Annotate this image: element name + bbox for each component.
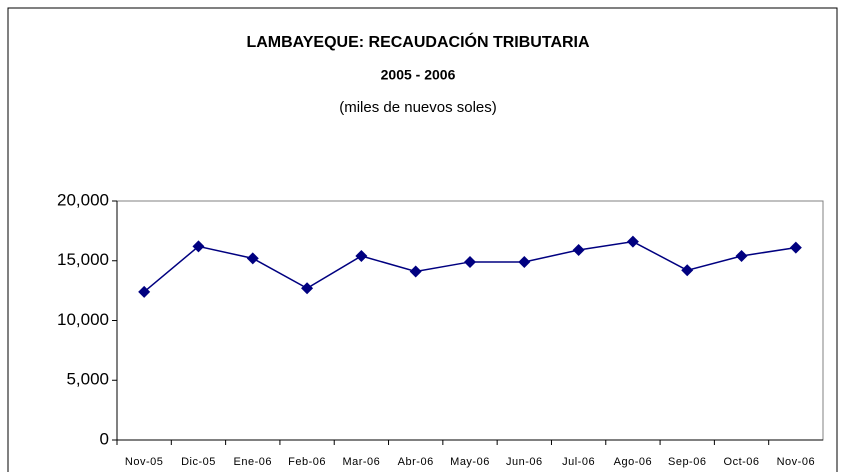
chart-subtitle: 2005 - 2006	[381, 67, 456, 83]
point	[246, 252, 259, 265]
x-tick-label: Abr-06	[398, 456, 434, 468]
y-tick-label: 0	[100, 429, 109, 448]
x-tick-label: May-06	[450, 456, 490, 468]
x-tick-label: Nov-06	[777, 456, 815, 468]
point	[735, 249, 748, 262]
x-tick-label: Ene-06	[234, 456, 272, 468]
point	[409, 265, 422, 278]
point	[301, 282, 314, 295]
y-tick-label: 20,000	[57, 190, 109, 209]
point	[681, 264, 694, 277]
x-tick-label: Oct-06	[724, 456, 760, 468]
x-tick-label: Sep-06	[668, 456, 706, 468]
point	[192, 240, 205, 253]
y-tick-label: 10,000	[57, 310, 109, 329]
x-tick-label: Ago-06	[614, 456, 652, 468]
x-tick-label: Jun-06	[506, 456, 543, 468]
chart-border	[7, 7, 838, 472]
x-tick-label: Feb-06	[288, 456, 326, 468]
point	[355, 249, 368, 262]
x-tick-label: Nov-05	[125, 456, 163, 468]
point	[464, 255, 476, 268]
x-tick-label: Jul-06	[562, 456, 595, 468]
point	[518, 255, 531, 268]
y-tick-label: 5,000	[66, 370, 109, 389]
point	[626, 235, 639, 248]
chart-note: (miles de nuevos soles)	[339, 99, 497, 116]
x-tick-label: Mar-06	[342, 456, 380, 468]
y-tick-label: 15,000	[57, 250, 109, 269]
point	[138, 285, 151, 298]
x-tick-label: Dic-05	[181, 456, 216, 468]
point	[789, 241, 802, 254]
chart-title: LAMBAYEQUE: RECAUDACIÓN TRIBUTARIA	[246, 32, 590, 51]
point	[572, 243, 585, 256]
